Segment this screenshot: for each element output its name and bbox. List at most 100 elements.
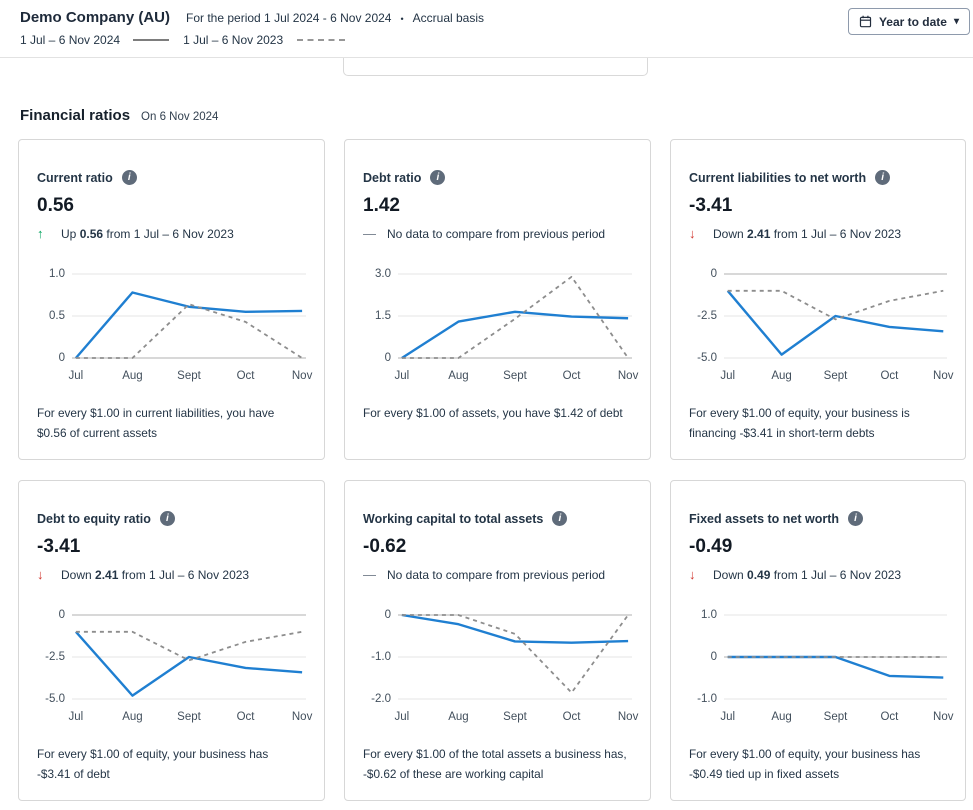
chart-plot: Jul Aug Sept Oct Nov <box>68 607 313 726</box>
info-icon[interactable]: i <box>848 511 864 526</box>
section-heading: Financial ratios On 6 Nov 2024 <box>20 107 218 124</box>
legend-label-current: 1 Jul – 6 Nov 2024 <box>20 33 121 47</box>
chart-legend: 1 Jul – 6 Nov 2024 1 Jul – 6 Nov 2023 <box>20 33 359 47</box>
current-period-line <box>402 312 628 358</box>
ratio-title: Current ratio <box>37 170 113 185</box>
ratio-change-text: No data to compare from previous period <box>387 226 606 241</box>
ratio-title: Fixed assets to net worth <box>689 511 840 526</box>
info-icon[interactable]: i <box>552 511 568 526</box>
x-axis-labels: Jul Aug Sept Oct Nov <box>394 370 639 382</box>
chart-plot: Jul Aug Sept Oct Nov <box>394 266 639 385</box>
ratio-change: — No data to compare from previous perio… <box>363 567 632 582</box>
ratio-description: For every $1.00 in current liabilities, … <box>37 406 275 440</box>
date-range-button[interactable]: Year to date ▾ <box>847 8 970 35</box>
ratio-description: For every $1.00 of equity, your business… <box>37 747 269 781</box>
info-icon[interactable]: i <box>875 170 891 185</box>
current-period-line <box>728 291 944 355</box>
current-period-line <box>76 292 302 358</box>
x-axis-labels: Jul Aug Sept Oct Nov <box>68 370 313 382</box>
ratio-change-text: Up 0.56 from 1 Jul – 6 Nov 2023 <box>61 226 234 241</box>
current-period-line <box>402 615 628 643</box>
report-header: Demo Company (AU) For the period 1 Jul 2… <box>20 9 484 26</box>
calendar-icon <box>859 15 872 28</box>
ratio-change-text: Down 0.49 from 1 Jul – 6 Nov 2023 <box>713 567 902 582</box>
x-axis-labels: Jul Aug Sept Oct Nov <box>394 711 639 723</box>
ratio-value: -0.49 <box>689 536 733 557</box>
chart-plot: Jul Aug Sept Oct Nov <box>720 266 954 385</box>
up-arrow-icon: ↑ <box>37 226 44 241</box>
x-axis-labels: Jul Aug Sept Oct Nov <box>68 711 313 723</box>
ratio-card: Debt ratio i 1.42 — No data to compare f… <box>344 139 651 460</box>
down-arrow-icon: ↓ <box>689 567 696 582</box>
no-change-dash-icon: — <box>363 226 376 241</box>
info-icon[interactable]: i <box>430 170 446 185</box>
ratio-card: Current ratio i 0.56 ↑ Up 0.56 from 1 Ju… <box>18 139 325 460</box>
ratio-description: For every $1.00 of equity, your business… <box>689 747 921 781</box>
info-icon[interactable]: i <box>159 511 175 526</box>
ratio-description: For every $1.00 of assets, you have $1.4… <box>363 406 623 420</box>
ratio-title: Debt to equity ratio <box>37 511 151 526</box>
ratio-change: ↑ Up 0.56 from 1 Jul – 6 Nov 2023 <box>37 226 306 241</box>
chart-plot: Jul Aug Sept Oct Nov <box>394 607 639 726</box>
ratio-card: Debt to equity ratio i -3.41 ↓ Down 2.41… <box>18 480 325 801</box>
legend-solid-line-icon <box>133 39 170 41</box>
ratio-change: — No data to compare from previous perio… <box>363 226 632 241</box>
no-change-dash-icon: — <box>363 567 376 582</box>
previous-period-line <box>76 304 302 358</box>
legend-dashed-line-icon <box>297 39 346 41</box>
ratio-cards-grid: Current ratio i 0.56 ↑ Up 0.56 from 1 Ju… <box>18 139 973 801</box>
ratio-change: ↓ Down 2.41 from 1 Jul – 6 Nov 2023 <box>689 226 947 241</box>
legend-label-previous: 1 Jul – 6 Nov 2023 <box>183 33 284 47</box>
ratio-change: ↓ Down 0.49 from 1 Jul – 6 Nov 2023 <box>689 567 947 582</box>
ratio-title: Working capital to total assets <box>363 511 544 526</box>
y-axis-labels: 3.0 1.5 0 <box>375 268 391 364</box>
y-axis-labels: 1.0 0.5 0 <box>49 268 65 364</box>
ratio-description: For every $1.00 of the total assets a bu… <box>363 747 627 781</box>
ratio-change-text: Down 2.41 from 1 Jul – 6 Nov 2023 <box>61 567 250 582</box>
company-name: Demo Company (AU) <box>20 9 171 26</box>
chart-plot: Jul Aug Sept Oct Nov <box>68 266 313 385</box>
ratio-card: Current liabilities to net worth i -3.41… <box>670 139 966 460</box>
header-divider <box>0 57 973 58</box>
chevron-down-icon: ▾ <box>953 16 959 27</box>
report-period: For the period 1 Jul 2024 - 6 Nov 2024 <box>186 11 392 25</box>
ratio-chart: 0 -2.5 -5.0 Jul Aug Sept Oct Nov <box>37 607 313 726</box>
chart-plot: Jul Aug Sept Oct Nov <box>720 607 954 726</box>
down-arrow-icon: ↓ <box>689 226 696 241</box>
ratio-change-text: Down 2.41 from 1 Jul – 6 Nov 2023 <box>713 226 902 241</box>
ratio-change: ↓ Down 2.41 from 1 Jul – 6 Nov 2023 <box>37 567 306 582</box>
previous-period-line <box>728 291 944 320</box>
y-axis-labels: 0 -1.0 -2.0 <box>371 609 391 705</box>
ratio-value: 0.56 <box>37 195 74 216</box>
ratio-value: -3.41 <box>689 195 733 216</box>
current-period-line <box>76 632 302 696</box>
ratio-chart: 3.0 1.5 0 Jul Aug Sept Oct Nov <box>363 266 639 385</box>
clipped-card-above <box>343 58 648 76</box>
ratio-chart: 0 -2.5 -5.0 Jul Aug Sept Oct Nov <box>689 266 954 385</box>
ratio-value: -3.41 <box>37 536 81 557</box>
section-title: Financial ratios <box>20 107 131 124</box>
separator-dot: • <box>400 14 404 24</box>
x-axis-labels: Jul Aug Sept Oct Nov <box>720 370 954 382</box>
ratio-description: For every $1.00 of equity, your business… <box>689 406 910 440</box>
down-arrow-icon: ↓ <box>37 567 44 582</box>
ratio-title: Debt ratio <box>363 170 422 185</box>
ratio-card: Working capital to total assets i -0.62 … <box>344 480 651 801</box>
info-icon[interactable]: i <box>121 170 137 185</box>
ratio-value: -0.62 <box>363 536 407 557</box>
x-axis-labels: Jul Aug Sept Oct Nov <box>720 711 954 723</box>
y-axis-labels: 0 -2.5 -5.0 <box>697 268 717 364</box>
previous-period-line <box>402 615 628 693</box>
ratio-change-text: No data to compare from previous period <box>387 567 606 582</box>
ratio-title: Current liabilities to net worth <box>689 170 867 185</box>
date-range-label: Year to date <box>878 14 947 29</box>
section-as-at-date: On 6 Nov 2024 <box>141 111 219 123</box>
ratio-chart: 1.0 0.5 0 Jul Aug Sept Oct Nov <box>37 266 313 385</box>
y-axis-labels: 1.0 0 -1.0 <box>697 609 717 705</box>
current-period-line <box>728 657 944 678</box>
ratio-chart: 0 -1.0 -2.0 Jul Aug Sept Oct Nov <box>363 607 639 726</box>
y-axis-labels: 0 -2.5 -5.0 <box>45 609 65 705</box>
accounting-basis: Accrual basis <box>412 11 485 25</box>
ratio-chart: 1.0 0 -1.0 Jul Aug Sept Oct Nov <box>689 607 954 726</box>
